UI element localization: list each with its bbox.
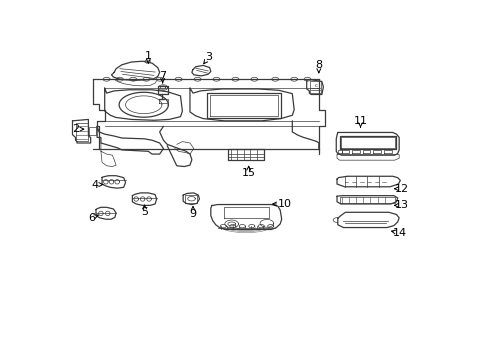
Text: 3: 3 xyxy=(205,52,212,62)
Text: 2: 2 xyxy=(72,124,79,134)
Text: 8: 8 xyxy=(315,60,322,70)
Text: 11: 11 xyxy=(353,116,367,126)
Text: 9: 9 xyxy=(189,209,196,219)
Text: 15: 15 xyxy=(241,168,255,179)
Text: 1: 1 xyxy=(144,51,151,61)
Text: 12: 12 xyxy=(394,184,408,194)
Text: 4: 4 xyxy=(91,180,99,190)
Text: c: c xyxy=(314,83,317,88)
Text: 13: 13 xyxy=(394,201,408,210)
Text: 14: 14 xyxy=(392,228,407,238)
Text: 10: 10 xyxy=(277,199,291,209)
Text: 5: 5 xyxy=(141,207,148,217)
Text: 6: 6 xyxy=(88,213,95,223)
Text: 7: 7 xyxy=(159,72,166,81)
